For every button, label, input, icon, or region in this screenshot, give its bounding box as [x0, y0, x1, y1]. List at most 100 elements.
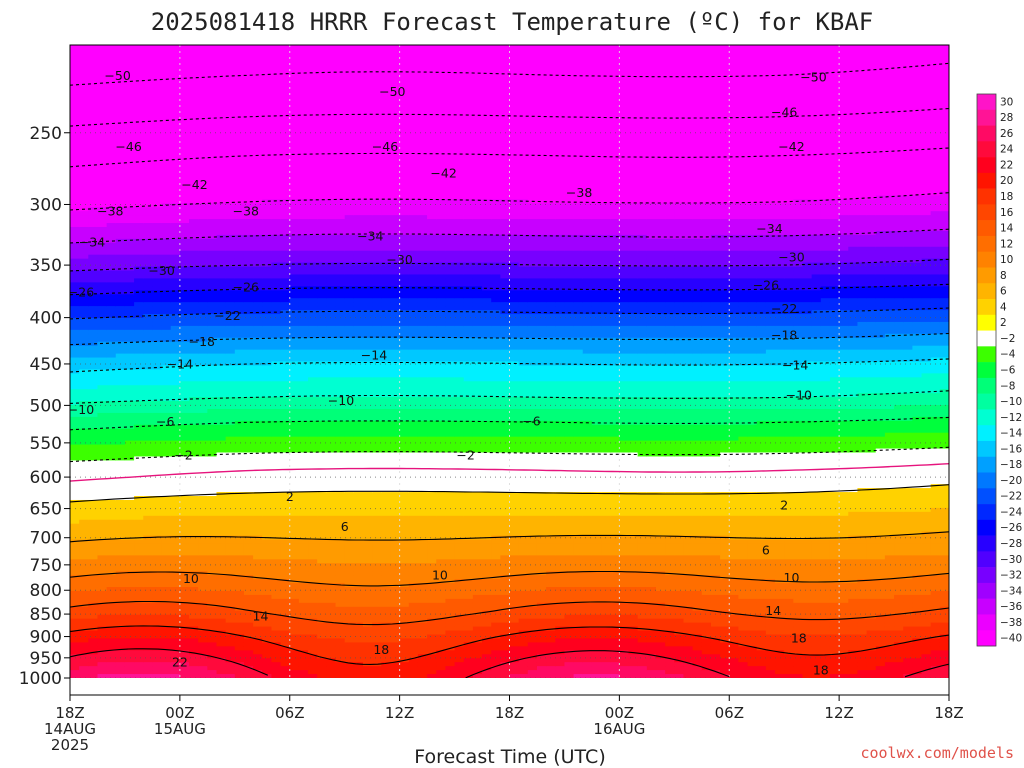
band-cell: [134, 607, 144, 612]
band-cell: [125, 642, 135, 647]
band-cell: [152, 627, 162, 632]
band-cell: [97, 96, 107, 101]
band-cell: [253, 385, 263, 390]
band-cell: [345, 551, 355, 556]
band-cell: [88, 350, 98, 355]
band-cell: [171, 207, 181, 212]
band-cell: [281, 96, 291, 101]
band-cell: [308, 540, 318, 545]
band-cell: [217, 642, 227, 647]
band-cell: [217, 53, 227, 58]
band-cell: [79, 472, 89, 477]
band-cell: [116, 172, 126, 177]
band-cell: [152, 45, 162, 50]
band-cell: [171, 437, 181, 442]
band-cell: [88, 516, 98, 521]
band-cell: [70, 543, 80, 548]
band-cell: [317, 496, 327, 501]
band-cell: [143, 65, 153, 70]
band-cell: [226, 358, 236, 363]
band-cell: [152, 69, 162, 74]
band-cell: [152, 437, 162, 442]
band-cell: [207, 575, 217, 580]
band-cell: [180, 132, 190, 137]
band-cell: [97, 290, 107, 295]
band-cell: [317, 104, 327, 109]
band-cell: [207, 239, 217, 244]
band-cell: [281, 365, 291, 370]
band-cell: [79, 203, 89, 208]
band-cell: [290, 631, 300, 636]
band-cell: [107, 243, 117, 248]
band-cell: [134, 369, 144, 374]
band-cell: [281, 53, 291, 58]
band-cell: [171, 251, 181, 256]
band-cell: [143, 650, 153, 655]
band-cell: [198, 53, 208, 58]
band-cell: [217, 437, 227, 442]
band-cell: [345, 512, 355, 517]
band-cell: [143, 417, 153, 422]
band-cell: [271, 631, 281, 636]
band-cell: [345, 619, 355, 624]
band-cell: [226, 81, 236, 86]
band-cell: [226, 49, 236, 54]
band-cell: [198, 302, 208, 307]
band-cell: [207, 61, 217, 66]
band-cell: [336, 85, 346, 90]
band-cell: [290, 322, 300, 327]
band-cell: [189, 318, 199, 323]
band-cell: [198, 385, 208, 390]
band-cell: [88, 563, 98, 568]
band-cell: [271, 456, 281, 461]
band-cell: [308, 136, 318, 141]
band-cell: [226, 488, 236, 493]
band-cell: [290, 670, 300, 675]
band-cell: [308, 445, 318, 450]
band-cell: [281, 247, 291, 252]
band-cell: [226, 227, 236, 232]
band-cell: [207, 666, 217, 671]
band-cell: [345, 563, 355, 568]
band-cell: [281, 650, 291, 655]
band-cell: [317, 452, 327, 457]
band-cell: [244, 365, 254, 370]
band-cell: [134, 354, 144, 359]
band-cell: [107, 611, 117, 616]
band-cell: [70, 389, 80, 394]
band-cell: [143, 559, 153, 564]
band-cell: [207, 92, 217, 97]
band-cell: [152, 108, 162, 113]
band-cell: [235, 393, 245, 398]
band-cell: [162, 662, 172, 667]
band-cell: [97, 512, 107, 517]
band-cell: [189, 69, 199, 74]
band-cell: [79, 45, 89, 50]
band-cell: [244, 53, 254, 58]
band-cell: [116, 346, 126, 351]
band-cell: [116, 354, 126, 359]
band-cell: [88, 631, 98, 636]
band-cell: [207, 120, 217, 125]
band-cell: [217, 338, 227, 343]
band-cell: [281, 255, 291, 260]
band-cell: [317, 532, 327, 537]
band-cell: [152, 306, 162, 311]
band-cell: [271, 132, 281, 137]
band-cell: [308, 365, 318, 370]
band-cell: [262, 409, 272, 414]
band-cell: [70, 528, 80, 533]
band-cell: [217, 441, 227, 446]
band-cell: [235, 551, 245, 556]
band-cell: [253, 180, 263, 185]
band-cell: [134, 271, 144, 276]
band-cell: [116, 607, 126, 612]
band-cell: [281, 164, 291, 169]
band-cell: [134, 666, 144, 671]
band-cell: [271, 49, 281, 54]
band-cell: [88, 45, 98, 50]
band-cell: [317, 437, 327, 442]
band-cell: [262, 140, 272, 145]
band-cell: [308, 322, 318, 327]
band-cell: [271, 512, 281, 517]
